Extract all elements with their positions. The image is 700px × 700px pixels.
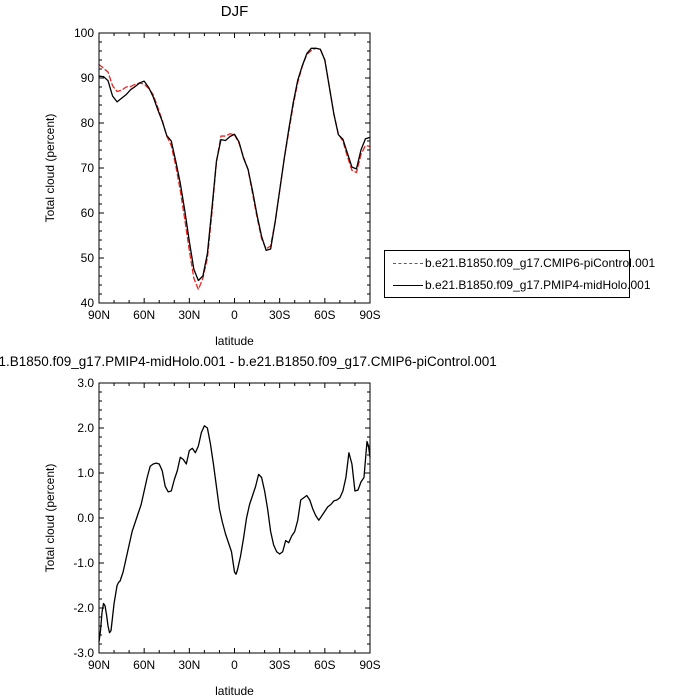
y-tick-label: -3.0 [73, 646, 94, 660]
x-axis-label-2: latitude [215, 684, 254, 698]
x-axis-label-1: latitude [215, 334, 254, 348]
legend-line-midholo [393, 285, 423, 286]
y-axis-label-1: Total cloud (percent) [43, 114, 57, 223]
plot-frame-1 [98, 32, 371, 304]
y-tick-label: 80 [81, 116, 95, 130]
x-tick-label: 90N [88, 658, 110, 672]
legend-label-midholo: b.e21.B1850.f09_g17.PMIP4-midHolo.001 [425, 278, 651, 292]
series-line-1-2 [98, 47, 371, 282]
x-tick-label: 30N [178, 308, 200, 322]
legend-line-picontrol [393, 263, 423, 264]
x-tick-label: 30N [178, 658, 200, 672]
y-axis-label-2: Total cloud (percent) [43, 464, 57, 573]
y-tick-label: 0.0 [77, 511, 94, 525]
chart-panel-2: b.e21.B1850.f09_g17.PMIP4-midHolo.001 - … [0, 354, 497, 698]
x-tick-label: 0 [231, 308, 238, 322]
y-tick-label: -2.0 [73, 601, 94, 615]
x-tick-label: 90S [359, 308, 380, 322]
y-tick-label: 1.0 [77, 466, 94, 480]
chart-title-1: DJF [221, 3, 249, 20]
x-tick-label: 30S [269, 658, 290, 672]
chart-title-2: b.e21.B1850.f09_g17.PMIP4-midHolo.001 - … [0, 354, 497, 369]
x-tick-label: 60N [133, 658, 155, 672]
chart-panel-1: DJF 90N 60N 30N 0 30S 60S 90S 40 50 60 70 80 90 100 lat… [43, 3, 381, 348]
y-tick-label: -1.0 [73, 556, 94, 570]
y-tick-label: 40 [81, 296, 95, 310]
y-tick-label: 3.0 [77, 376, 94, 390]
x-tick-label: 60N [133, 308, 155, 322]
y-tick-label: 50 [81, 251, 95, 265]
x-tick-label: 30S [269, 308, 290, 322]
legend-entry-picontrol: b.e21.B1850.f09_g17.CMIP6-piControl.001 [385, 253, 655, 275]
y-tick-label: 90 [81, 71, 95, 85]
legend-entry-midholo: b.e21.B1850.f09_g17.PMIP4-midHolo.001 [385, 275, 651, 297]
legend-label-picontrol: b.e21.B1850.f09_g17.CMIP6-piControl.001 [425, 256, 656, 270]
x-tick-label: 0 [231, 658, 238, 672]
legend: b.e21.B1850.f09_g17.CMIP6-piControl.001 … [384, 250, 655, 298]
x-tick-label: 90N [88, 308, 110, 322]
x-tick-label: 60S [314, 658, 335, 672]
y-tick-label: 70 [81, 161, 95, 175]
y-tick-label: 60 [81, 206, 95, 220]
x-tick-label: 90S [359, 658, 380, 672]
y-tick-label: 2.0 [77, 421, 94, 435]
y-tick-label: 100 [74, 26, 94, 40]
series-line-2-1 [98, 425, 371, 643]
x-tick-label: 60S [314, 308, 335, 322]
plot-frame-2 [98, 382, 371, 654]
